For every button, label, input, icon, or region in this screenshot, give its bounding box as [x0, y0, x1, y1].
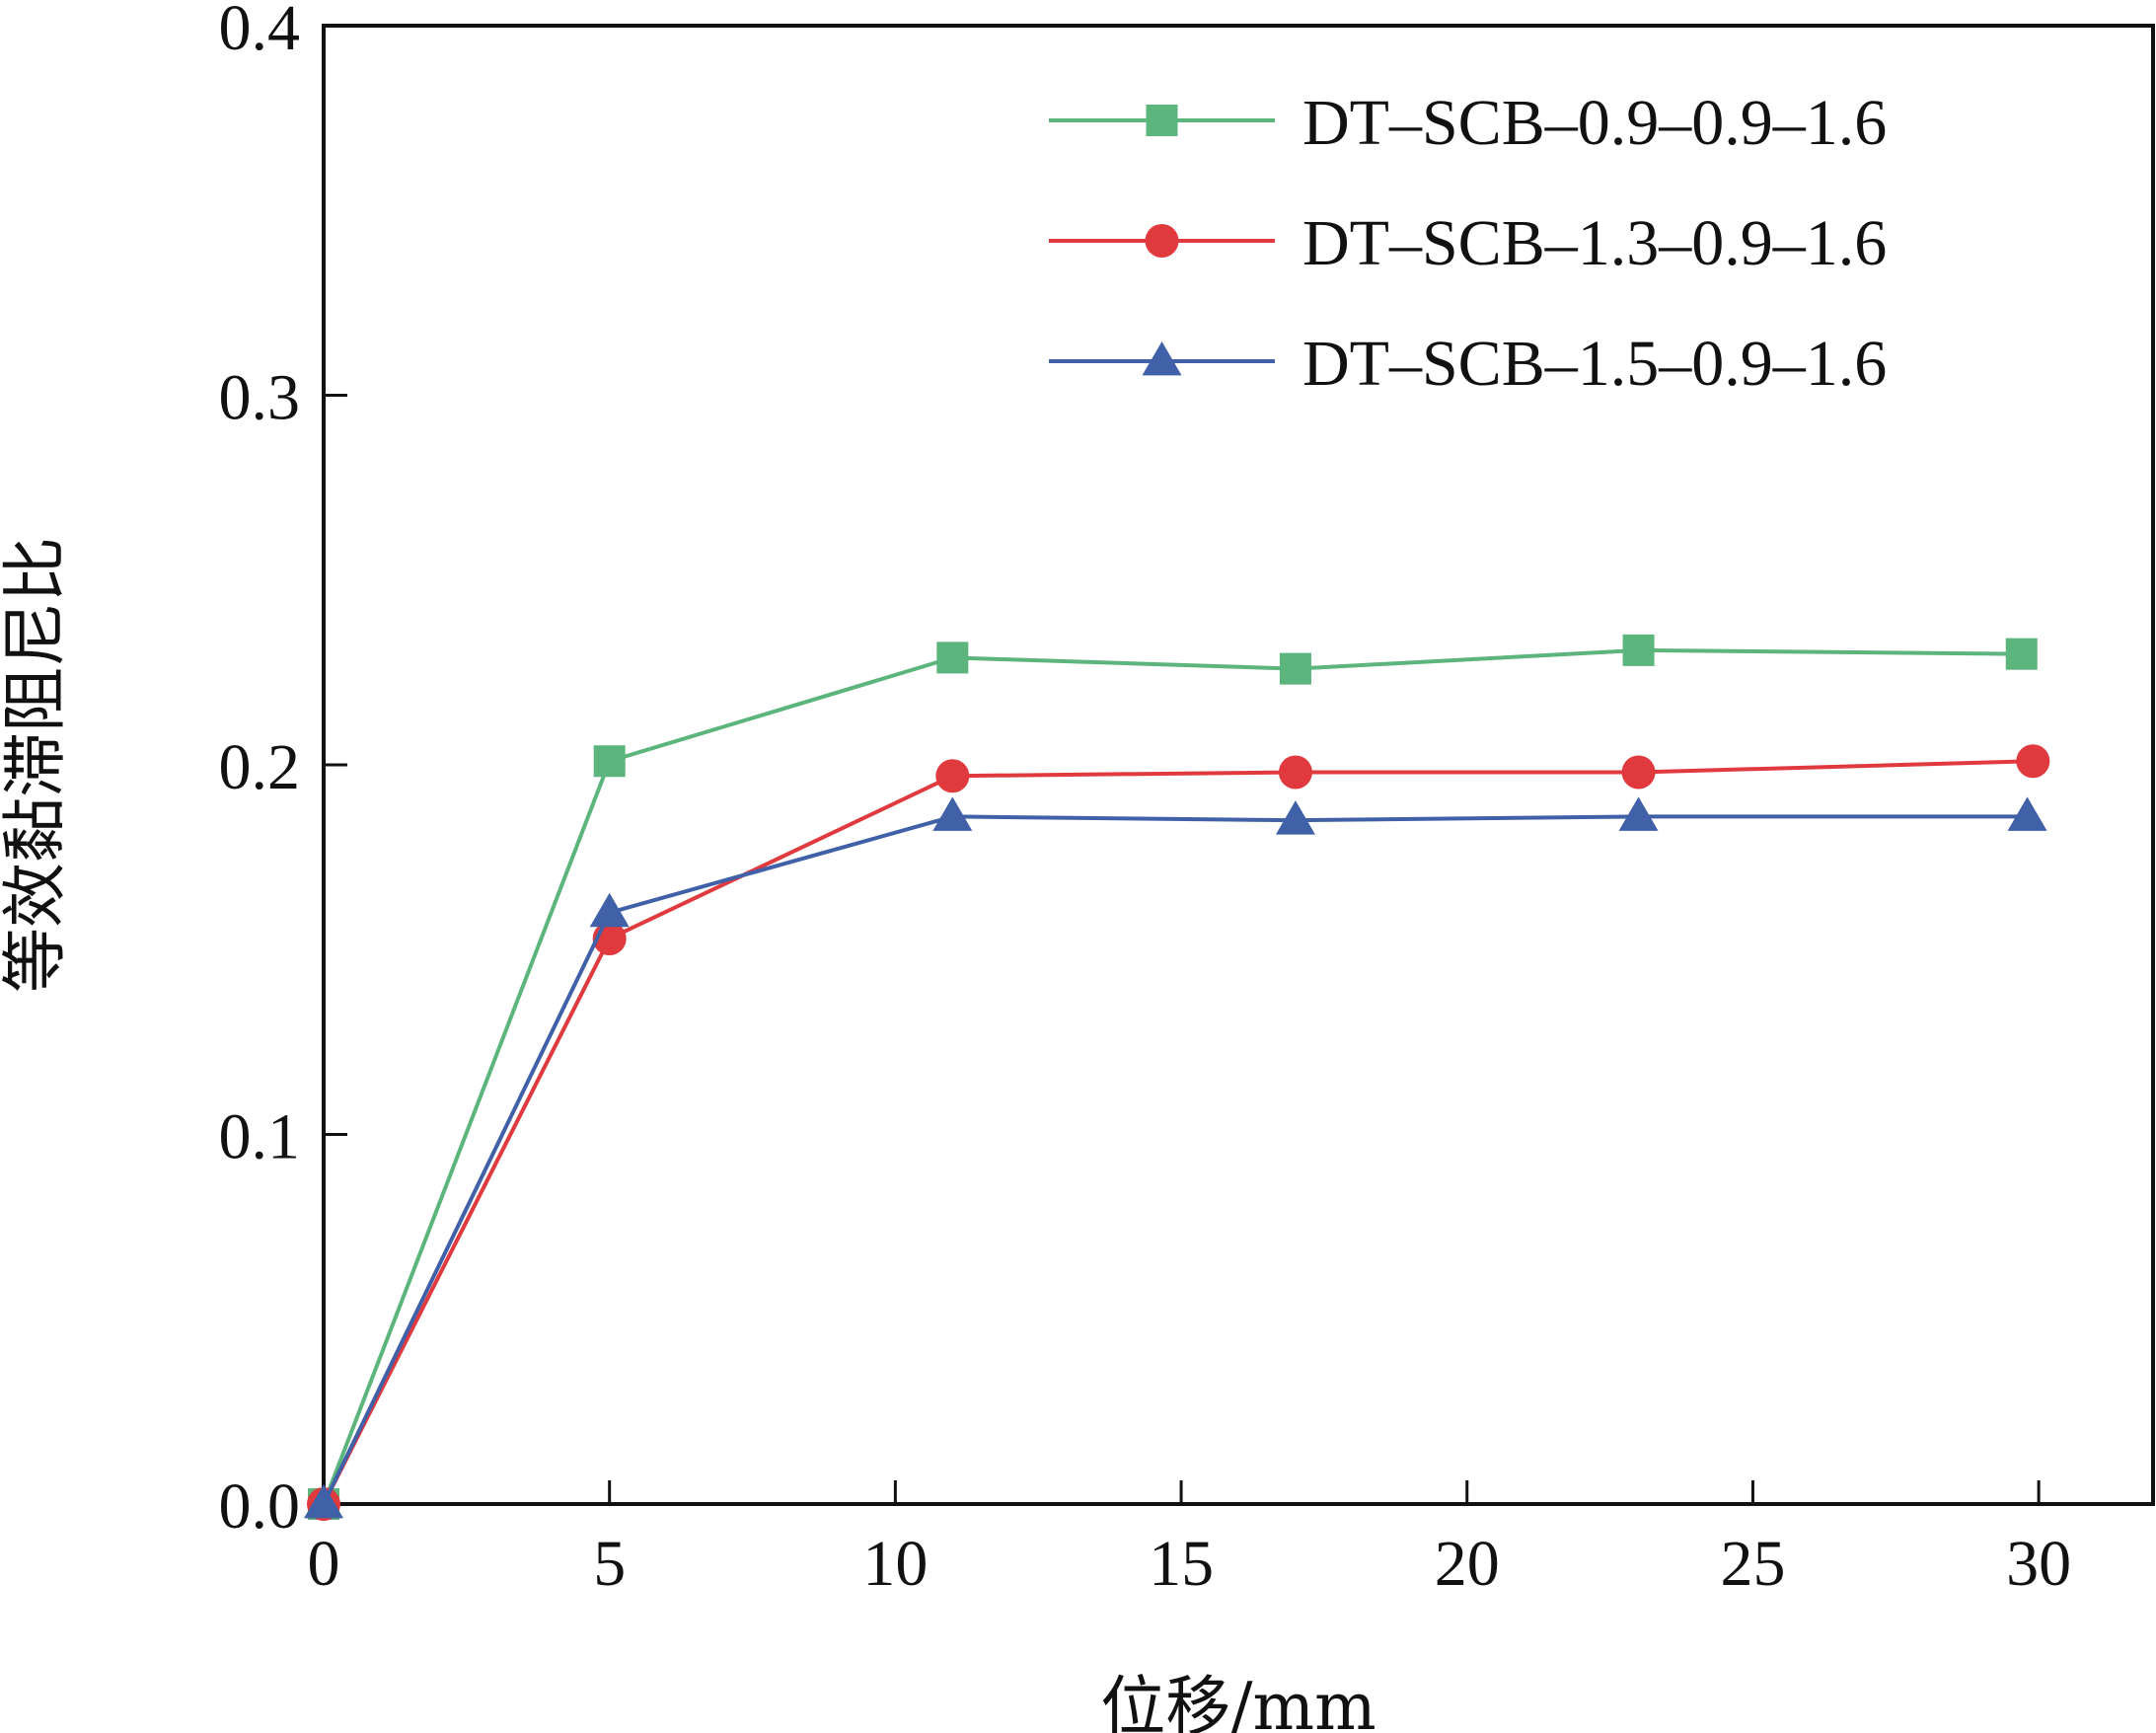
series-2 — [307, 744, 2050, 1521]
data-point — [1279, 652, 1311, 685]
x-axis-ticks: 0 5 10 15 20 25 30 — [308, 1480, 2071, 1600]
data-point — [304, 1484, 343, 1519]
y-axis-ticks: 0.0 0.1 0.2 0.3 0.4 — [219, 0, 347, 1543]
legend-label: DT–SCB–1.5–0.9–1.6 — [1302, 328, 1887, 400]
series-line — [322, 759, 2034, 1505]
x-axis-title: 位移/mm — [1100, 1669, 1375, 1733]
y-tick-label: 0.1 — [219, 1101, 301, 1173]
y-tick-label: 0.0 — [219, 1470, 301, 1543]
data-point — [2007, 796, 2047, 831]
data-point — [589, 892, 630, 928]
data-point — [936, 641, 969, 674]
x-tick-label: 0 — [308, 1528, 340, 1600]
x-tick-label: 15 — [1149, 1528, 1214, 1600]
data-point — [1275, 800, 1315, 835]
x-tick-label: 20 — [1435, 1528, 1500, 1600]
x-tick-label: 5 — [593, 1528, 626, 1600]
data-point — [1622, 634, 1655, 666]
series-line — [322, 814, 2028, 1505]
x-tick-label: 10 — [862, 1528, 928, 1600]
data-point — [935, 759, 970, 793]
legend: DT–SCB–0.9–0.9–1.6 DT–SCB–1.3–0.9–1.6 DT–S… — [1049, 87, 1887, 400]
legend-item: DT–SCB–1.5–0.9–1.6 — [1049, 328, 1887, 400]
data-point — [2005, 638, 2038, 670]
series-3 — [304, 796, 2047, 1519]
legend-marker — [1146, 105, 1178, 136]
y-tick-label: 0.4 — [219, 0, 301, 64]
series-layer — [304, 634, 2050, 1521]
data-point — [2016, 744, 2050, 779]
legend-label: DT–SCB–0.9–0.9–1.6 — [1302, 87, 1887, 159]
legend-item: DT–SCB–0.9–0.9–1.6 — [1049, 87, 1887, 159]
y-axis-title: 等效黏滞阻尼比 — [0, 537, 73, 993]
data-point — [593, 745, 626, 778]
legend-marker — [1142, 341, 1182, 376]
series-line — [322, 647, 2022, 1505]
data-point — [1621, 755, 1656, 790]
x-tick-label: 25 — [1720, 1528, 1785, 1600]
legend-marker — [1145, 224, 1179, 258]
data-point — [932, 796, 973, 831]
legend-item: DT–SCB–1.3–0.9–1.6 — [1049, 207, 1887, 279]
x-tick-label: 30 — [2006, 1528, 2071, 1600]
y-tick-label: 0.3 — [219, 362, 301, 434]
legend-label: DT–SCB–1.3–0.9–1.6 — [1302, 207, 1887, 279]
y-tick-label: 0.2 — [219, 731, 301, 803]
data-point — [1278, 755, 1312, 790]
data-point — [1618, 796, 1659, 831]
